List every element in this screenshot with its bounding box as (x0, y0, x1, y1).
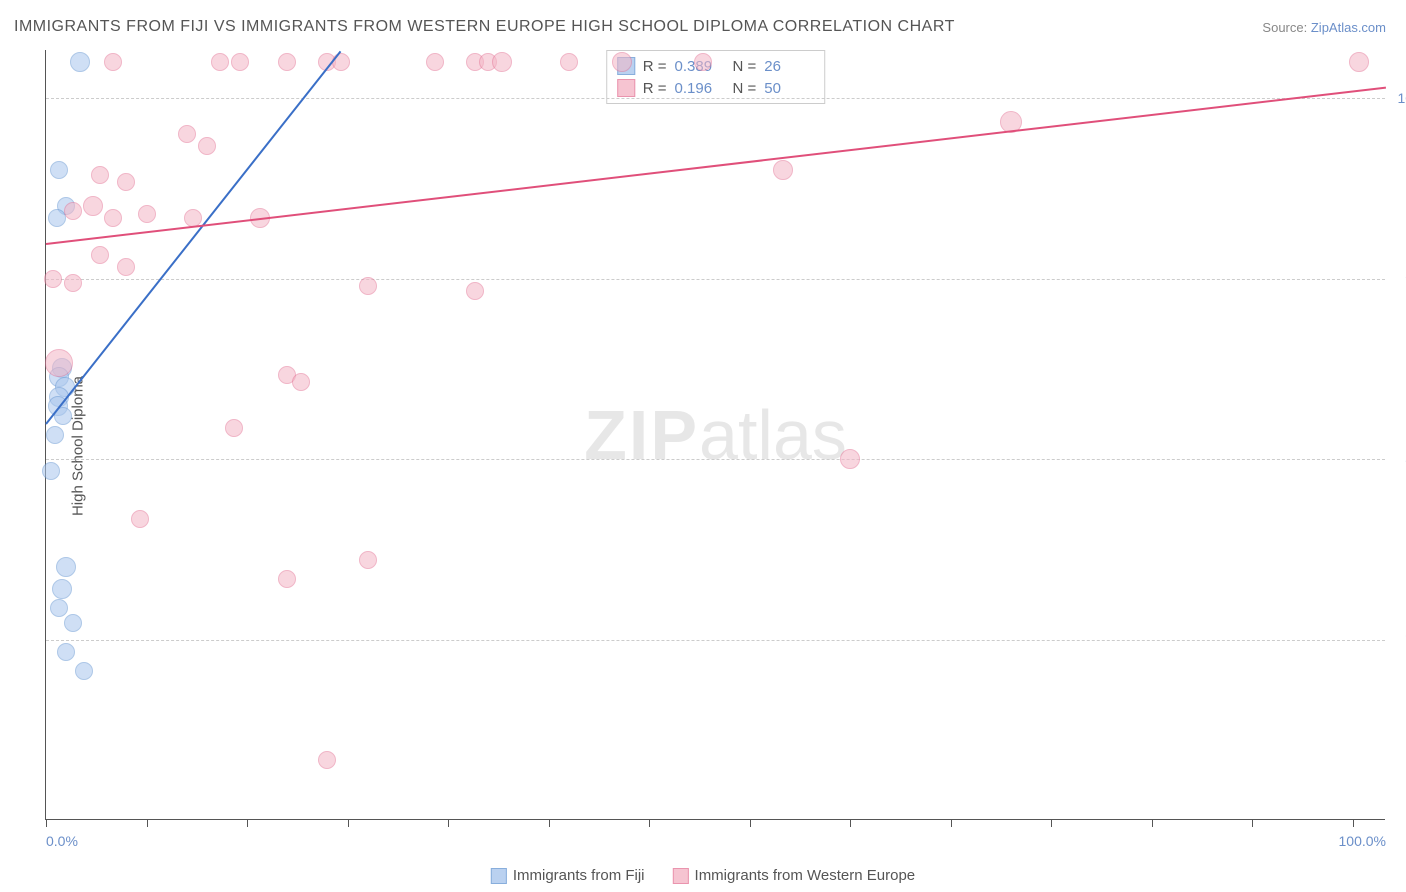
data-point (117, 258, 135, 276)
data-point (466, 282, 484, 300)
data-point (225, 419, 243, 437)
data-point (560, 53, 578, 71)
watermark-bold: ZIP (584, 396, 699, 474)
data-point (70, 52, 90, 72)
trend-line (46, 86, 1386, 244)
data-point (56, 557, 76, 577)
data-point (44, 270, 62, 288)
data-point (840, 449, 860, 469)
data-point (91, 166, 109, 184)
data-point (211, 53, 229, 71)
n-value: 50 (764, 80, 814, 97)
data-point (359, 551, 377, 569)
data-point (1349, 52, 1369, 72)
n-label: N = (733, 58, 757, 75)
gridline (46, 98, 1385, 99)
n-label: N = (733, 80, 757, 97)
y-tick-label: 92.5% (1390, 271, 1406, 287)
source-name: ZipAtlas.com (1311, 20, 1386, 35)
data-point (426, 53, 444, 71)
data-point (50, 599, 68, 617)
data-point (42, 462, 60, 480)
data-point (46, 426, 64, 444)
legend-item: Immigrants from Western Europe (673, 867, 916, 884)
x-tick (549, 819, 550, 827)
data-point (64, 202, 82, 220)
r-value: 0.196 (675, 80, 725, 97)
stats-legend-box: R =0.389N =26R =0.196N =50 (606, 50, 826, 104)
x-tick (850, 819, 851, 827)
data-point (278, 53, 296, 71)
data-point (57, 643, 75, 661)
y-tick-label: 85.0% (1390, 451, 1406, 467)
data-point (104, 209, 122, 227)
stats-row: R = 0.196 N = 50 (617, 77, 815, 99)
data-point (104, 53, 122, 71)
data-point (178, 125, 196, 143)
gridline (46, 640, 1385, 641)
data-point (91, 246, 109, 264)
source-attribution: Source: ZipAtlas.com (1262, 20, 1386, 35)
data-point (45, 349, 73, 377)
data-point (292, 373, 310, 391)
x-tick (348, 819, 349, 827)
data-point (64, 614, 82, 632)
data-point (694, 53, 712, 71)
data-point (773, 160, 793, 180)
x-tick (247, 819, 248, 827)
x-tick-label: 100.0% (1339, 833, 1386, 849)
data-point (492, 52, 512, 72)
x-tick (448, 819, 449, 827)
data-point (138, 205, 156, 223)
x-tick (147, 819, 148, 827)
data-point (612, 52, 632, 72)
source-label: Source: (1262, 20, 1307, 35)
plot-area: ZIPatlas R =0.389N =26R =0.196N =50 77.5… (45, 50, 1385, 820)
legend-item: Immigrants from Fiji (491, 867, 645, 884)
chart-title: IMMIGRANTS FROM FIJI VS IMMIGRANTS FROM … (14, 18, 955, 36)
data-point (198, 137, 216, 155)
r-label: R = (643, 58, 667, 75)
x-tick (1051, 819, 1052, 827)
data-point (50, 161, 68, 179)
watermark: ZIPatlas (584, 395, 847, 475)
data-point (83, 196, 103, 216)
x-tick (951, 819, 952, 827)
x-tick (649, 819, 650, 827)
x-tick (1252, 819, 1253, 827)
data-point (231, 53, 249, 71)
r-label: R = (643, 80, 667, 97)
data-point (75, 662, 93, 680)
legend-label: Immigrants from Western Europe (695, 867, 916, 884)
x-tick (750, 819, 751, 827)
n-value: 26 (764, 58, 814, 75)
gridline (46, 279, 1385, 280)
x-tick (1152, 819, 1153, 827)
legend-label: Immigrants from Fiji (513, 867, 645, 884)
x-tick (46, 819, 47, 827)
data-point (318, 751, 336, 769)
legend-swatch (673, 868, 689, 884)
legend-swatch (491, 868, 507, 884)
data-point (117, 173, 135, 191)
data-point (359, 277, 377, 295)
y-tick-label: 77.5% (1390, 632, 1406, 648)
x-tick-label: 0.0% (46, 833, 78, 849)
bottom-legend: Immigrants from Fiji Immigrants from West… (491, 867, 915, 884)
y-tick-label: 100.0% (1390, 90, 1406, 106)
gridline (46, 459, 1385, 460)
x-tick (1353, 819, 1354, 827)
watermark-light: atlas (699, 396, 847, 474)
data-point (278, 570, 296, 588)
series-swatch (617, 79, 635, 97)
data-point (52, 579, 72, 599)
stats-row: R =0.389N =26 (617, 55, 815, 77)
data-point (64, 274, 82, 292)
data-point (131, 510, 149, 528)
